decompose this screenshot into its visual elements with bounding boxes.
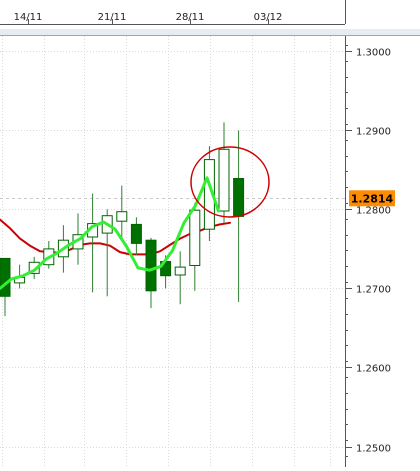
price-tag-label: 1.2814 (351, 192, 394, 205)
panel-separator (0, 29, 420, 35)
candle (130, 217, 142, 256)
candle (0, 257, 11, 317)
candle-body (233, 178, 245, 217)
y-axis: 1.3000 1.2900 1.2800 1.2700 1.2600 1.2500 (345, 45, 391, 457)
candle-body (174, 266, 186, 276)
y-tick-label: 1.2700 (356, 285, 391, 296)
x-tick-label: 28/11 (176, 12, 205, 23)
candle-body (189, 209, 201, 266)
candle (174, 251, 186, 305)
x-tick-label: 03/12 (254, 12, 283, 23)
candle-body (116, 211, 128, 222)
y-tick-label: 1.2900 (356, 127, 391, 138)
green-moving-average-layer (0, 176, 220, 290)
y-tick-label: 1.3000 (356, 48, 391, 59)
candle-body (203, 159, 215, 230)
x-axis: 14/11 21/11 28/11 03/12 (14, 12, 283, 24)
candle-body (0, 257, 11, 297)
y-tick-label: 1.2800 (356, 206, 391, 217)
y-tick-label: 1.2600 (356, 364, 391, 375)
candles (0, 122, 245, 317)
grid (0, 36, 345, 467)
y-tick-label: 1.2500 (356, 444, 391, 455)
candle-body (218, 148, 230, 212)
candle-body (130, 223, 142, 244)
candle (189, 203, 201, 291)
candle (203, 146, 215, 241)
price-tag-background (349, 190, 395, 207)
green-moving-average-line (0, 176, 220, 290)
candle (218, 122, 230, 223)
current-price-tag: 1.2814 (349, 190, 395, 207)
candle (28, 256, 40, 279)
x-tick-label: 21/11 (98, 12, 127, 23)
annotation-circle (190, 146, 270, 218)
annotations (190, 146, 270, 218)
candle (145, 237, 157, 309)
candle (116, 185, 128, 241)
candle-body (145, 239, 157, 292)
x-tick-label: 14/11 (14, 12, 43, 23)
candle-body (28, 261, 40, 274)
